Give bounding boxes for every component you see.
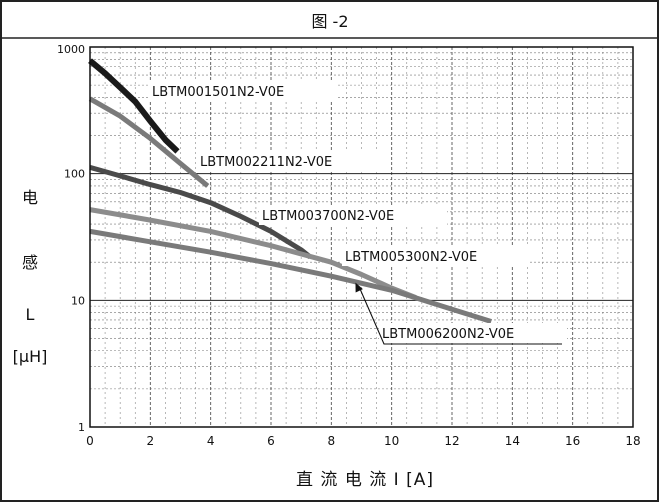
y-tick-label: 1 — [78, 421, 85, 434]
annotation-layer: LBTM001501N2-V0E LBTM002211N2-V0E LBTM0037… — [149, 81, 567, 345]
x-tick-label: 16 — [565, 434, 580, 448]
series-line — [88, 96, 210, 188]
annotation-arrowhead — [355, 282, 363, 293]
x-tick-label: 4 — [207, 434, 215, 448]
annotation-leader-line — [358, 287, 562, 345]
series-line — [89, 207, 417, 300]
y-tick-label: 100 — [64, 168, 85, 181]
annotation-label: LBTM001501N2-V0E — [152, 85, 284, 100]
annotation-label-bg — [259, 205, 447, 225]
y-tick-label: 1000 — [57, 43, 85, 56]
annotation-label: LBTM003700N2-V0E — [262, 209, 394, 224]
annotation-label-bg — [379, 323, 567, 343]
y-tick-label: 10 — [71, 294, 85, 307]
series-line — [89, 228, 492, 324]
series-line — [88, 58, 180, 154]
x-axis-ticks: 0 2 4 6 8 10 12 14 16 18 — [86, 434, 640, 448]
x-tick-label: 14 — [505, 434, 520, 448]
annotation-label: LBTM006200N2-V0E — [382, 327, 514, 342]
y-axis-label: 电 感 L [μH] — [13, 188, 48, 366]
plot-area: LBTM001501N2-V0E LBTM002211N2-V0E LBTM0037… — [88, 46, 634, 428]
annotation-label-bg — [342, 246, 530, 266]
x-tick-label: 8 — [328, 434, 336, 448]
series-layer — [88, 58, 492, 324]
plot-border — [89, 46, 634, 428]
annotation-label: LBTM005300N2-V0E — [345, 250, 477, 265]
annotation-label-bg — [149, 81, 337, 101]
major-grid — [90, 47, 633, 427]
y-axis-label-line-3: L — [26, 305, 35, 324]
x-tick-label: 6 — [267, 434, 275, 448]
x-axis-label: 直 流 电 流 I [A] — [296, 470, 434, 490]
x-tick-label: 12 — [444, 434, 459, 448]
x-tick-label: 18 — [625, 434, 640, 448]
annotation-label: LBTM002211N2-V0E — [200, 155, 332, 170]
chart-title: 图 -2 — [311, 12, 348, 31]
x-tick-label: 10 — [384, 434, 399, 448]
y-axis-label-line-1: 电 — [22, 188, 38, 207]
x-tick-label: 2 — [147, 434, 155, 448]
x-tick-label: 0 — [86, 434, 94, 448]
y-axis-label-line-2: 感 — [22, 253, 38, 272]
y-axis-label-line-4: [μH] — [13, 347, 48, 366]
y-axis-ticks: 1 10 100 1000 — [57, 43, 85, 434]
annotation-label-bg — [197, 151, 385, 171]
series-line — [89, 164, 312, 259]
